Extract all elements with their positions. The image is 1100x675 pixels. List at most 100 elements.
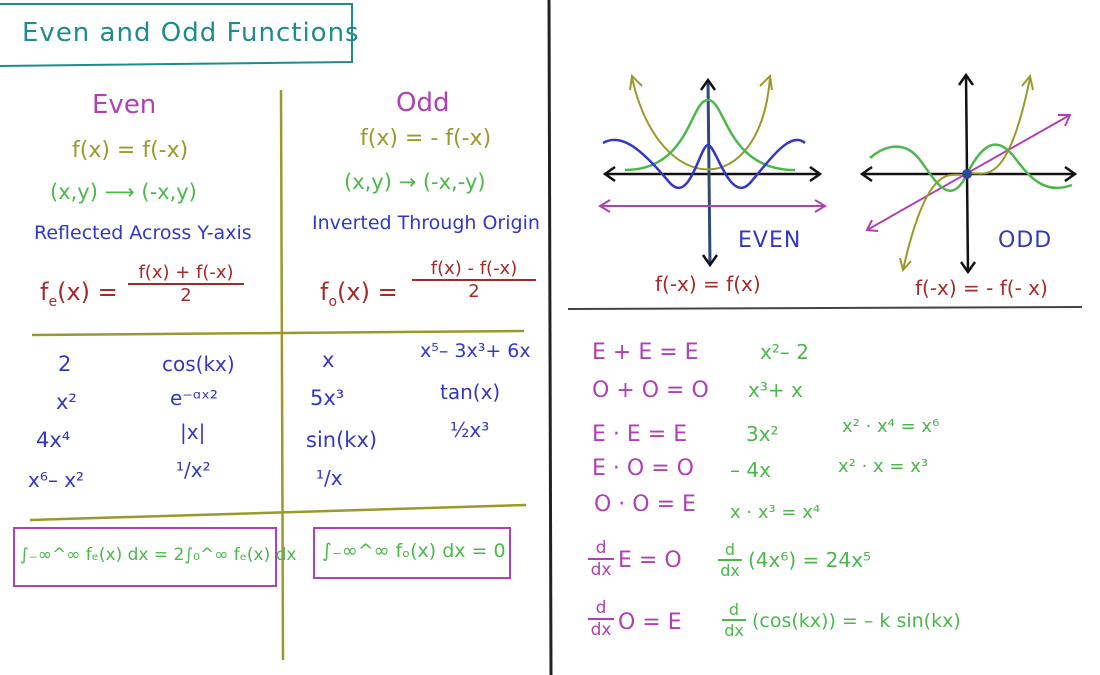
example-x2-minus-2: x²– 2 [760, 340, 809, 364]
even-example-7: |x| [180, 420, 206, 444]
rule-even-plus-even: E + E = E [592, 340, 699, 365]
rule-deriv-odd-frac: d dx [588, 598, 614, 640]
odd-cubic-arrow-bottom [899, 257, 912, 273]
even-mapping: (x,y) ⟶ (-x,y) [50, 180, 197, 204]
even-example-1: 2 [58, 352, 72, 376]
odd-formula-bar [412, 279, 536, 281]
example-3x2: 3x² [746, 422, 779, 446]
odd-y-axis-arrow-top [957, 72, 975, 86]
example-x2-times-x4: x² · x⁴ = x⁶ [842, 416, 940, 437]
odd-formula-numerator: f(x) - f(-x) [430, 258, 518, 279]
even-formula-fraction: f(x) + f(-x) 2 [128, 262, 244, 306]
even-example-3: 4x⁴ [36, 428, 71, 452]
rule-deriv-odd-bar [588, 618, 614, 620]
odd-example-2: 5x³ [310, 386, 345, 410]
even-graph [598, 73, 827, 268]
rule-odd-plus-odd: O + O = O [592, 378, 709, 403]
odd-x-axis-arrow-left [859, 165, 873, 183]
odd-mapping: (x,y) → (-x,-y) [344, 170, 486, 194]
odd-origin-point [962, 169, 972, 179]
odd-formula-fraction: f(x) - f(-x) 2 [412, 258, 536, 302]
right-divider [567, 306, 1083, 310]
odd-example-5: x⁵– 3x³+ 6x [420, 340, 531, 362]
odd-example-4: ¹/x [316, 466, 343, 490]
even-formula-numerator: f(x) + f(-x) [138, 262, 234, 283]
page-title: Even and Odd Functions [22, 18, 360, 48]
even-constant-arrow-left [598, 199, 611, 213]
table-vertical [279, 89, 285, 661]
even-example-4: x⁶– x² [28, 468, 85, 492]
rule-deriv-even-rest: E = O [618, 548, 682, 573]
even-integral: ∫₋∞^∞ fₑ(x) dx = 2∫₀^∞ fₑ(x) dx [20, 545, 297, 565]
even-formula-bar [128, 283, 244, 285]
rule-odd-times-odd: O · O = E [594, 492, 696, 517]
odd-cubic-arrow-top [1021, 73, 1034, 91]
even-constant-arrow-right [814, 199, 827, 213]
even-cosine [602, 138, 806, 189]
even-example-2: x² [56, 390, 77, 414]
rule-deriv-even-bottom: dx [590, 560, 612, 580]
even-heading: Even [92, 90, 157, 120]
even-graph-label: EVEN [738, 228, 802, 253]
even-graph-caption: f(-x) = f(x) [655, 272, 761, 296]
even-parabola [631, 77, 771, 171]
even-example-5: cos(kx) [162, 352, 235, 376]
even-y-axis-arrow-top [699, 77, 717, 91]
deriv-example-2-rest: (cos(kx)) = – k sin(kx) [752, 610, 961, 632]
table-horizontal-2 [29, 503, 527, 522]
even-example-6: e⁻ᵅˣ² [170, 386, 218, 410]
title-box [0, 3, 353, 67]
odd-example-7: ½x³ [450, 418, 490, 442]
deriv-example-2-bar [722, 619, 746, 621]
deriv-example-1-bottom: dx [720, 561, 740, 580]
deriv-example-2-top: d [728, 600, 740, 619]
odd-graph-caption: f(-x) = - f(- x) [915, 276, 1048, 300]
odd-x-axis-arrow-right [1064, 165, 1078, 183]
odd-graph-label: ODD [998, 228, 1053, 253]
even-formula-sub: e [48, 293, 58, 310]
odd-linear-arrow-right [1058, 114, 1072, 127]
rule-even-times-even: E · E = E [592, 422, 688, 447]
rule-deriv-even-frac: d dx [588, 538, 614, 580]
even-y-axis-arrow-bottom [701, 254, 719, 268]
odd-graph [859, 72, 1078, 275]
rule-deriv-odd-bottom: dx [590, 620, 612, 640]
rule-deriv-even-top: d [595, 538, 607, 558]
odd-integral: ∫₋∞^∞ fₒ(x) dx = 0 [322, 540, 506, 562]
rule-deriv-even-bar [588, 558, 614, 560]
odd-y-axis-arrow-bottom [959, 261, 977, 275]
example-x-times-x3: x · x³ = x⁴ [730, 502, 821, 523]
deriv-example-2-bottom: dx [724, 621, 744, 640]
odd-formula-sub: o [328, 293, 338, 310]
even-formula-arg: (x) = [57, 278, 118, 306]
even-formula-f: f [40, 278, 49, 306]
odd-example-6: tan(x) [440, 380, 501, 404]
odd-rule: f(x) = - f(-x) [360, 126, 492, 151]
rule-deriv-odd-rest: O = E [618, 610, 682, 635]
table-horizontal-1 [31, 329, 525, 337]
even-integral-box [13, 527, 277, 587]
even-rule: f(x) = f(-x) [72, 138, 189, 163]
even-x-axis-arrow-right [809, 165, 823, 183]
even-y-axis [706, 79, 712, 266]
odd-formula-f: f [320, 278, 329, 306]
deriv-example-1-bar [718, 559, 742, 561]
odd-formula-arg: (x) = [337, 278, 398, 306]
odd-example-3: sin(kx) [306, 428, 378, 452]
odd-description: Inverted Through Origin [312, 212, 540, 234]
odd-linear-arrow-left [865, 219, 879, 232]
example-minus-4x: – 4x [730, 458, 771, 482]
rule-even-times-odd: E · O = O [592, 456, 694, 481]
example-x2-times-x: x² · x = x³ [838, 456, 929, 477]
odd-formula-lhs: fo(x) = [320, 278, 398, 310]
deriv-example-1-rest: (4x⁶) = 24x⁵ [748, 548, 871, 572]
rule-deriv-odd-top: d [595, 598, 607, 618]
even-formula-denominator: 2 [180, 285, 192, 306]
deriv-example-2-frac: d dx [722, 600, 746, 640]
odd-heading: Odd [396, 88, 450, 118]
even-x-axis-arrow-left [602, 165, 616, 183]
odd-sine [869, 143, 1073, 192]
even-description: Reflected Across Y-axis [34, 222, 252, 244]
even-parabola-arrow-right [759, 73, 773, 91]
